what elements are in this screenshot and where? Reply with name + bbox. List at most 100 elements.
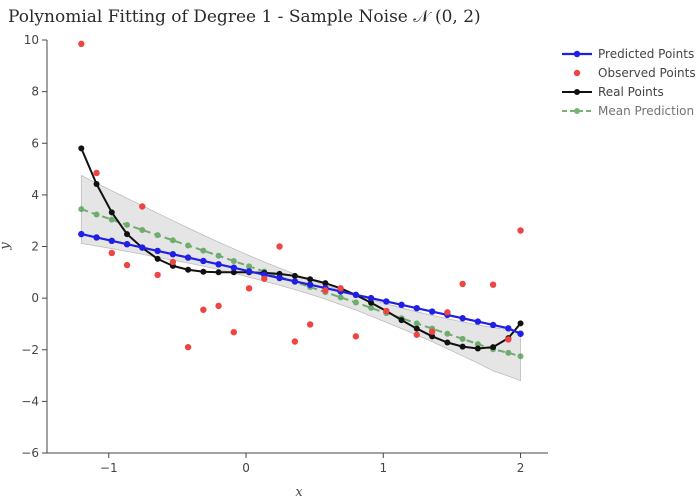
- predicted-points-point: [108, 237, 115, 245]
- real-points-point: [517, 320, 524, 327]
- observed-points-point: [383, 307, 390, 315]
- mean-prediction-point: [459, 335, 466, 342]
- real-points-point: [429, 333, 436, 340]
- observed-points-point: [352, 333, 360, 340]
- y-tick-label: −6: [21, 446, 39, 460]
- y-tick-label: 8: [31, 85, 39, 99]
- axes: −1 0 1 2 −6 −4 −2 0 2 4 6 8 10: [21, 33, 548, 475]
- observed-points-point: [123, 261, 131, 269]
- observed-points-point: [184, 343, 192, 351]
- mean-prediction-point: [139, 226, 146, 233]
- observed-points-point: [459, 280, 466, 288]
- observed-points-point: [306, 321, 314, 328]
- legend-label: Observed Points: [598, 66, 696, 80]
- observed-points-point: [78, 40, 85, 48]
- observed-points-point: [428, 328, 436, 335]
- observed-points-point: [505, 336, 512, 343]
- mean-prediction-point: [505, 349, 512, 356]
- real-points-point: [444, 339, 451, 346]
- legend-swatch-marker: [574, 89, 580, 95]
- series-layer: [78, 40, 524, 360]
- real-points-point: [185, 266, 192, 273]
- predicted-points-point: [93, 234, 100, 241]
- legend-item-real-points[interactable]: Real Points: [562, 85, 664, 99]
- observed-points-point: [444, 309, 451, 316]
- observed-points-point: [413, 331, 420, 338]
- real-points-point: [230, 269, 237, 276]
- observed-points-point: [230, 329, 238, 336]
- y-tick-label: 6: [31, 136, 39, 150]
- mean-prediction-point: [215, 252, 222, 259]
- observed-points-point: [245, 285, 253, 292]
- predicted-points-point: [230, 264, 238, 271]
- predicted-points-point: [428, 308, 436, 315]
- mean-prediction-point: [124, 221, 131, 228]
- real-points-point: [490, 344, 497, 351]
- predicted-points-point: [215, 261, 222, 268]
- observed-points-point: [200, 306, 207, 313]
- legend-swatch-marker: [573, 69, 581, 77]
- predicted-points-point: [169, 251, 177, 258]
- real-points-point: [108, 209, 115, 216]
- mean-prediction-point: [200, 247, 207, 254]
- mean-prediction-point: [444, 330, 451, 337]
- predicted-points-point: [291, 278, 299, 285]
- mean-prediction-point: [246, 263, 253, 270]
- legend-item-observed-points[interactable]: Observed Points: [573, 66, 696, 80]
- real-points-point: [200, 268, 207, 275]
- mean-prediction-point: [154, 232, 161, 239]
- y-axis-label: y: [0, 242, 13, 251]
- mean-prediction-point: [78, 206, 85, 213]
- observed-points-point: [215, 302, 222, 310]
- x-tick-label: 0: [242, 461, 250, 475]
- mean-prediction-point: [337, 294, 344, 301]
- observed-points-point: [139, 203, 146, 210]
- predicted-points-point: [306, 281, 314, 288]
- real-points-point: [291, 272, 298, 279]
- observed-points-point: [108, 249, 115, 257]
- mean-prediction-point: [474, 341, 481, 348]
- y-tick-label: −2: [21, 343, 39, 357]
- observed-points-point: [517, 227, 524, 234]
- legend[interactable]: Predicted Points Observed Points Real Poin…: [562, 47, 696, 118]
- real-points-point: [124, 231, 131, 238]
- observed-points-point: [291, 338, 299, 345]
- y-tick-label: 10: [24, 33, 39, 47]
- predicted-points-point: [413, 304, 420, 312]
- legend-label: Real Points: [598, 85, 664, 99]
- real-points-point: [322, 280, 329, 287]
- x-tick-label: 1: [379, 461, 387, 475]
- real-points-point: [413, 325, 420, 332]
- y-tick-label: 0: [31, 291, 39, 305]
- real-points-point: [459, 343, 466, 350]
- legend-item-predicted-points[interactable]: Predicted Points: [562, 47, 694, 61]
- real-points-point: [398, 317, 405, 324]
- real-points-point: [474, 345, 481, 352]
- legend-swatch-marker: [573, 50, 581, 58]
- legend-item-mean-prediction[interactable]: Mean Prediction: [562, 104, 694, 118]
- observed-points-point: [154, 271, 161, 279]
- x-tick-label: −1: [100, 461, 118, 475]
- predicted-points-point: [505, 325, 512, 332]
- mean-prediction-point: [185, 242, 192, 249]
- mean-prediction-point: [352, 299, 359, 306]
- predicted-points-point: [245, 268, 253, 275]
- predicted-points-point: [398, 301, 405, 309]
- observed-points-point: [169, 258, 177, 266]
- chart-title: Polynomial Fitting of Degree 1 - Sample …: [8, 7, 481, 27]
- predicted-points-point: [459, 315, 466, 322]
- mean-prediction-point: [368, 304, 375, 311]
- legend-label: Predicted Points: [598, 47, 694, 61]
- predicted-points-point: [276, 274, 283, 282]
- real-points-point: [78, 145, 85, 152]
- series-observed-points: [78, 40, 524, 351]
- predicted-points-point: [474, 318, 482, 325]
- mean-prediction-point: [517, 353, 524, 360]
- legend-label: Mean Prediction: [598, 104, 694, 118]
- predicted-points-point: [352, 291, 360, 298]
- x-axis-label: x: [295, 485, 303, 500]
- predicted-points-point: [123, 240, 131, 248]
- predicted-points-point: [517, 330, 524, 337]
- legend-swatch-marker: [574, 108, 580, 114]
